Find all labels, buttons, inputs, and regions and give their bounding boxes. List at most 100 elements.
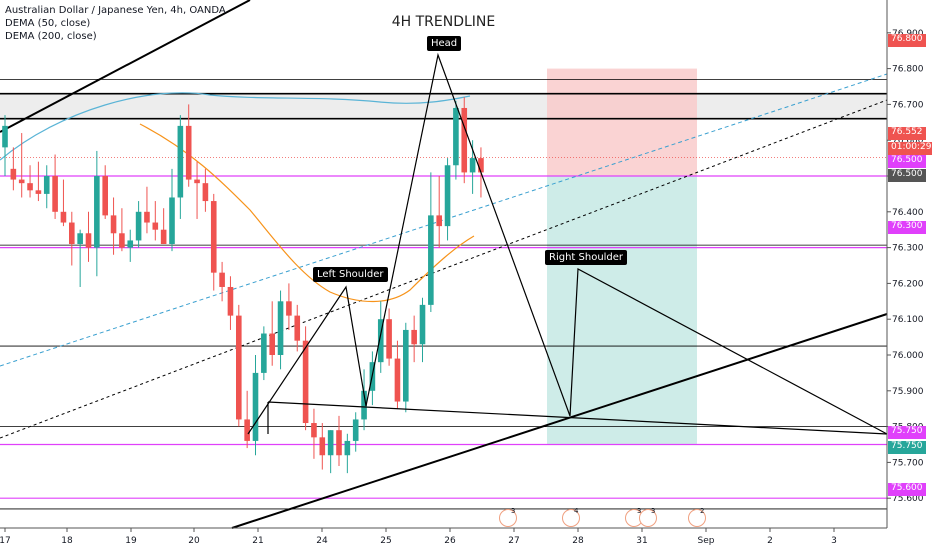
event-badge-4[interactable]: 3 [639, 507, 657, 527]
upper-channel-line [0, 0, 251, 133]
x-tick-label-5: 24 [316, 536, 328, 546]
candle-body-46 [386, 319, 392, 359]
candle-body-18 [152, 222, 159, 230]
candle-body-32 [269, 333, 275, 355]
candle-body-17 [144, 211, 150, 223]
candle-body-36 [302, 340, 309, 424]
x-tick-label-9: 28 [572, 536, 584, 546]
candle-body-45 [377, 319, 384, 363]
candle-body-15 [127, 240, 134, 248]
candle-body-52 [436, 215, 442, 227]
candle-body-34 [286, 301, 292, 316]
y-tick-label-10: 76.600 [892, 136, 924, 146]
y-tick-label-11: 76.700 [892, 100, 924, 110]
annotation-head: Head [427, 36, 462, 51]
legend: Australian Dollar / Japanese Yen, 4h, OA… [5, 4, 226, 43]
price-tag-entry: 76.500 [888, 169, 926, 182]
candle-body-47 [394, 358, 401, 402]
lower-channel-line [231, 313, 888, 529]
candle-body-39 [327, 430, 334, 456]
candle-body-21 [177, 125, 184, 198]
x-tick-label-2: 19 [125, 536, 137, 546]
candle-body-35 [294, 315, 301, 341]
candle-body-50 [419, 304, 426, 345]
candle-body-43 [361, 390, 367, 420]
price-tag-current: 76.552 [888, 127, 926, 140]
y-tick-label-8: 76.400 [892, 208, 924, 218]
price-tag-magenta-2: 76.300 [888, 221, 926, 234]
y-tick-label-0: 75.600 [892, 494, 924, 504]
candle-body-19 [160, 229, 167, 245]
candle-body-8 [69, 222, 75, 245]
x-tick-label-3: 20 [188, 536, 200, 546]
candle-body-9 [77, 233, 83, 245]
price-tag-target: 75.750 [888, 441, 926, 454]
x-tick-label-4: 21 [252, 536, 263, 546]
candle-body-7 [60, 211, 67, 223]
x-tick-label-8: 27 [508, 536, 519, 546]
candle-body-1 [10, 168, 17, 180]
candle-body-31 [261, 333, 267, 373]
event-badge-1[interactable]: 3 [499, 507, 517, 527]
price-tag-countdown: 01:00:29 [888, 142, 932, 155]
event-badge-2[interactable]: 4 [562, 507, 580, 527]
candle-body-55 [461, 107, 468, 173]
candle-body-13 [110, 215, 117, 234]
price-tag-magenta-1: 76.500 [888, 155, 926, 168]
candle-body-12 [102, 176, 108, 216]
neckline [267, 401, 888, 435]
candle-body-5 [43, 176, 50, 194]
dema200-line [0, 92, 471, 161]
candle-body-48 [403, 329, 409, 402]
candle-body-6 [52, 176, 58, 212]
y-tick-label-13: 76.900 [892, 29, 924, 39]
legend-dema200: DEMA (200, close) [5, 31, 97, 42]
mid-channel-line [0, 73, 888, 367]
annotation-right-shoulder: Right Shoulder [545, 250, 628, 265]
x-tick-label-12: 2 [767, 536, 773, 546]
price-tag-stop: 76.800 [888, 34, 926, 47]
dashed-channel-line [0, 99, 888, 439]
chart-title: 4H TRENDLINE [391, 14, 496, 30]
candle-body-56 [469, 158, 476, 173]
x-tick-label-1: 18 [61, 536, 73, 546]
x-tick-label-10: 31 [636, 536, 647, 546]
horizontal-levels [0, 78, 887, 510]
price-tag-magenta-3: 75.750 [888, 426, 926, 439]
position-zones [0, 68, 887, 445]
price-axis-background [887, 0, 932, 550]
pattern-outline [247, 52, 888, 435]
y-tick-label-1: 75.700 [892, 458, 924, 468]
price-tag-magenta-4: 75.600 [888, 483, 926, 496]
y-tick-label-7: 76.300 [892, 244, 924, 254]
trendlines [0, 0, 888, 529]
dema50-line [139, 123, 475, 303]
annotation-left-shoulder: Left Shoulder [313, 267, 388, 282]
x-tick-label-6: 25 [380, 536, 391, 546]
event-badge-5[interactable]: 2 [688, 507, 706, 527]
candle-body-40 [336, 430, 342, 456]
candle-body-24 [202, 183, 209, 202]
candle-body-16 [135, 211, 142, 241]
candle-body-53 [444, 165, 451, 227]
candle-body-57 [478, 158, 484, 173]
candle-body-41 [344, 440, 351, 456]
legend-symbol: Australian Dollar / Japanese Yen, 4h, OA… [5, 5, 226, 16]
candle-body-23 [194, 179, 200, 184]
candle-body-0 [2, 125, 8, 148]
y-tick-label-5: 76.100 [892, 315, 924, 325]
candle-body-33 [277, 301, 284, 355]
candle-body-26 [219, 272, 225, 287]
resistance-zone [0, 93, 887, 119]
candle-body-27 [227, 286, 234, 316]
candle-body-28 [236, 315, 242, 420]
candle-body-38 [319, 437, 326, 456]
y-tick-label-6: 76.200 [892, 279, 924, 289]
candle-body-10 [85, 233, 92, 248]
candle-body-2 [18, 179, 25, 184]
y-tick-label-12: 76.800 [892, 65, 924, 75]
candle-body-4 [35, 190, 42, 194]
candle-body-30 [252, 372, 259, 441]
